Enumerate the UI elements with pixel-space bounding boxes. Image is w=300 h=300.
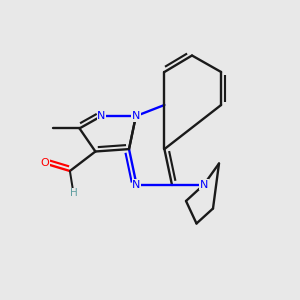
Text: N: N (200, 179, 208, 190)
Text: H: H (70, 188, 77, 199)
Text: N: N (132, 111, 140, 121)
Text: N: N (97, 111, 106, 121)
Text: N: N (132, 179, 141, 190)
Text: O: O (40, 158, 50, 169)
